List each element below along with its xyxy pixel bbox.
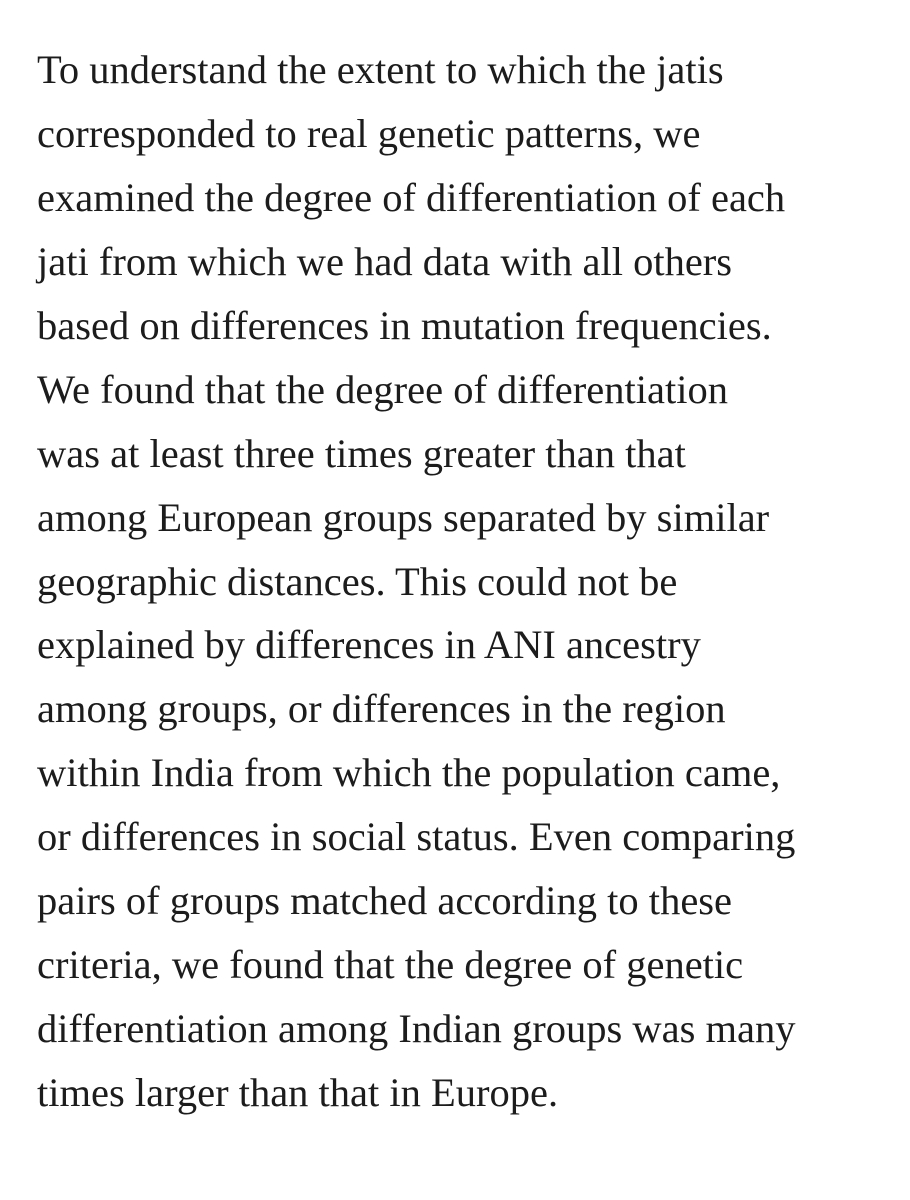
text-line: or differences in social status. Even co… — [37, 814, 796, 860]
text-line: times larger than that in Europe. — [37, 1070, 559, 1115]
text-line: jati from which we had data with all oth… — [37, 238, 733, 284]
text-line: explained by differences in ANI ancestry — [37, 622, 701, 668]
text-line: differentiation among Indian groups was … — [37, 1006, 796, 1052]
text-line: corresponded to real genetic patterns, w… — [37, 110, 701, 156]
text-line: based on differences in mutation frequen… — [37, 302, 772, 348]
text-line: examined the degree of differentiation o… — [37, 174, 786, 220]
text-line: among European groups separated by simil… — [37, 494, 770, 540]
text-line: criteria, we found that the degree of ge… — [37, 942, 744, 988]
text-line: To understand the extent to which the ja… — [37, 47, 724, 92]
text-line: among groups, or differences in the regi… — [37, 686, 726, 732]
text-line: geographic distances. This could not be — [37, 558, 678, 604]
paragraph: To understand the extent to which the ja… — [37, 38, 897, 1125]
text-line: was at least three times greater than th… — [37, 430, 686, 476]
text-line: pairs of groups matched according to the… — [37, 878, 733, 924]
text-line: We found that the degree of differentiat… — [37, 366, 728, 412]
text-line: within India from which the population c… — [37, 750, 781, 796]
